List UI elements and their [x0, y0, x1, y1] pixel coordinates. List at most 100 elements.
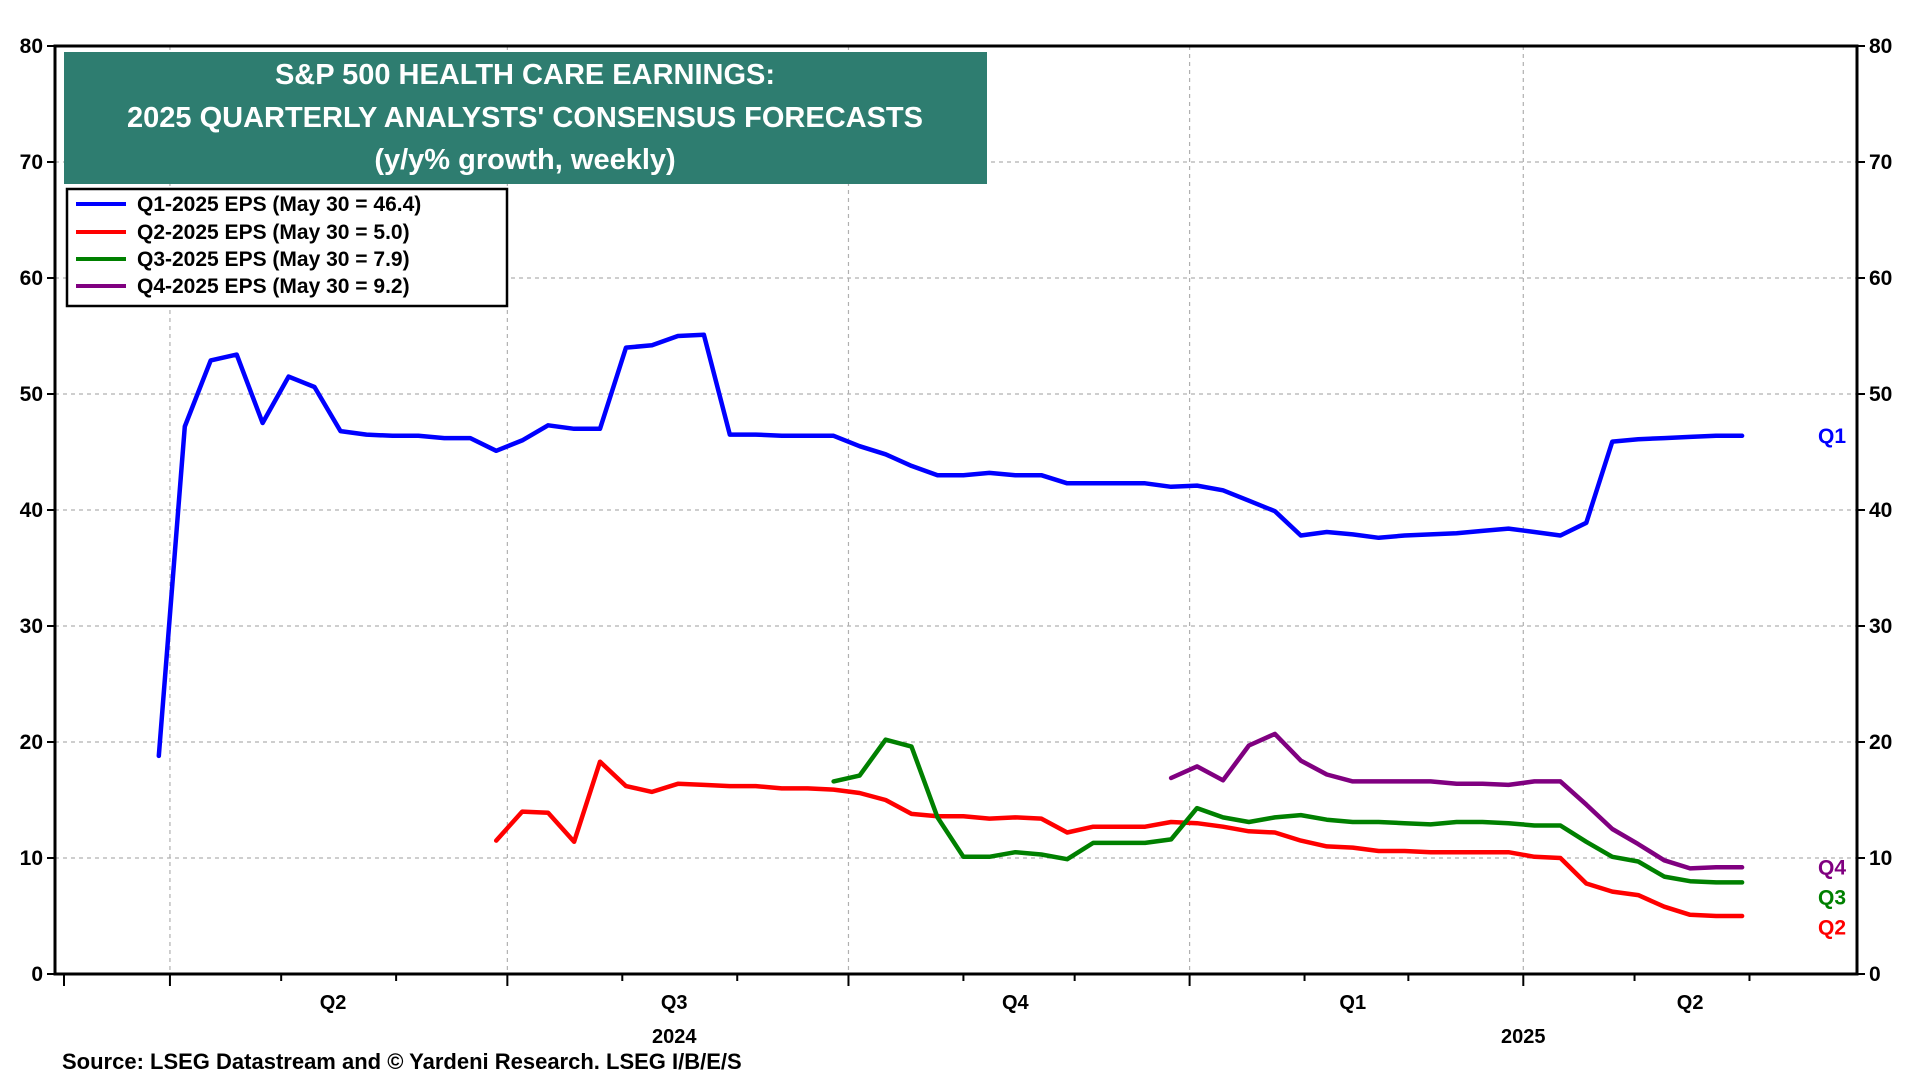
data-point-q4: [1403, 780, 1406, 783]
data-point-q3: [1144, 841, 1147, 844]
data-point-q1: [547, 424, 550, 427]
data-point-q2: [1325, 845, 1328, 848]
data-point-q1: [521, 439, 524, 442]
data-point-q4: [1507, 783, 1510, 786]
data-point-q4: [1689, 867, 1692, 870]
data-point-q2: [1144, 825, 1147, 828]
data-point-q3: [1066, 858, 1069, 861]
data-point-q1: [1455, 532, 1458, 535]
data-point-q2: [1222, 825, 1225, 828]
y-tick-label-left: 40: [20, 499, 43, 522]
data-point-q3: [1299, 814, 1302, 817]
data-point-q3: [1403, 822, 1406, 825]
data-point-q3: [988, 855, 991, 858]
data-point-q3: [1092, 841, 1095, 844]
data-point-q1: [1507, 527, 1510, 530]
chart-title-line-3: (y/y% growth, weekly): [374, 144, 675, 176]
data-point-q1: [962, 474, 965, 477]
y-axis: 0 0 10 10 20 20 30 30 40 40 50 50 60 60 70 70 80 80: [20, 35, 1893, 986]
data-point-q3: [1429, 823, 1432, 826]
data-point-q3: [910, 745, 913, 748]
data-point-q3: [1170, 838, 1173, 841]
series-line-q4: [1168, 731, 1745, 871]
data-point-q1: [728, 433, 731, 436]
data-point-q1: [1351, 533, 1354, 536]
data-point-q2: [1533, 855, 1536, 858]
data-point-q2: [780, 787, 783, 790]
y-tick-label-left: 10: [20, 847, 43, 870]
legend-label-q1: Q1-2025 EPS (May 30 = 46.4): [137, 193, 421, 216]
data-point-q1: [806, 434, 809, 437]
title-background: [64, 52, 987, 184]
data-point-q3: [884, 738, 887, 741]
data-point-q2: [1377, 850, 1380, 853]
data-point-q2: [1273, 831, 1276, 834]
data-point-q2: [702, 783, 705, 786]
data-point-q4: [1170, 777, 1173, 780]
data-point-q2: [1611, 890, 1614, 893]
data-point-q3: [1637, 860, 1640, 863]
data-point-q1: [417, 434, 420, 437]
data-point-q3: [1273, 816, 1276, 819]
data-point-q4: [1611, 828, 1614, 831]
data-point-q1: [1533, 531, 1536, 534]
data-point-q2: [495, 839, 498, 842]
data-point-q2: [858, 792, 861, 795]
data-point-q1: [365, 433, 368, 436]
data-point-q2: [676, 782, 679, 785]
data-point-q1: [183, 425, 186, 428]
data-point-q1: [1273, 510, 1276, 513]
data-point-q2: [806, 787, 809, 790]
data-point-q3: [1118, 841, 1121, 844]
data-point-q1: [1481, 529, 1484, 532]
x-year-label: 2024: [652, 1026, 697, 1048]
data-point-q3: [1196, 807, 1199, 810]
data-point-q4: [1222, 779, 1225, 782]
data-point-q4: [1533, 780, 1536, 783]
data-point-q1: [313, 386, 316, 389]
source-note: Source: LSEG Datastream and © Yardeni Re…: [62, 1049, 742, 1074]
end-label-q3: Q3: [1818, 886, 1846, 909]
data-point-q1: [1559, 534, 1562, 537]
data-point-q1: [443, 437, 446, 440]
y-tick-label-right: 10: [1869, 847, 1892, 870]
data-point-q1: [1247, 499, 1250, 502]
data-point-q1: [988, 471, 991, 474]
y-tick-label-right: 50: [1869, 383, 1892, 406]
y-tick-label-right: 0: [1869, 963, 1881, 986]
data-point-q1: [261, 422, 264, 425]
data-point-q1: [1741, 434, 1744, 437]
data-point-q3: [1559, 824, 1562, 827]
data-point-q3: [1014, 851, 1017, 854]
x-quarter-label: Q1: [1339, 992, 1366, 1014]
data-point-q2: [1299, 839, 1302, 842]
data-point-q1: [1611, 440, 1614, 443]
data-point-q2: [1481, 851, 1484, 854]
legend: Q1-2025 EPS (May 30 = 46.4) Q2-2025 EPS …: [65, 187, 509, 308]
data-point-q1: [884, 453, 887, 456]
data-point-q3: [1481, 821, 1484, 824]
data-point-q1: [1170, 485, 1173, 488]
data-point-q1: [1585, 521, 1588, 524]
x-quarter-label: Q2: [1677, 992, 1704, 1014]
data-point-q1: [1325, 531, 1328, 534]
data-point-q1: [209, 359, 212, 362]
data-point-q2: [1351, 846, 1354, 849]
data-point-q3: [1715, 881, 1718, 884]
data-point-q4: [1351, 780, 1354, 783]
y-tick-label-left: 60: [20, 267, 43, 290]
data-point-q2: [1559, 857, 1562, 860]
data-point-q2: [1663, 905, 1666, 908]
y-tick-label-left: 30: [20, 615, 43, 638]
data-point-q3: [1663, 875, 1666, 878]
data-point-q2: [599, 760, 602, 763]
y-tick-label-right: 30: [1869, 615, 1892, 638]
data-point-q1: [936, 474, 939, 477]
y-tick-label-right: 40: [1869, 499, 1892, 522]
data-point-q1: [1377, 536, 1380, 539]
legend-label-q2: Q2-2025 EPS (May 30 = 5.0): [137, 221, 410, 244]
data-point-q1: [1689, 435, 1692, 438]
data-point-q1: [1429, 533, 1432, 536]
data-point-q4: [1429, 780, 1432, 783]
